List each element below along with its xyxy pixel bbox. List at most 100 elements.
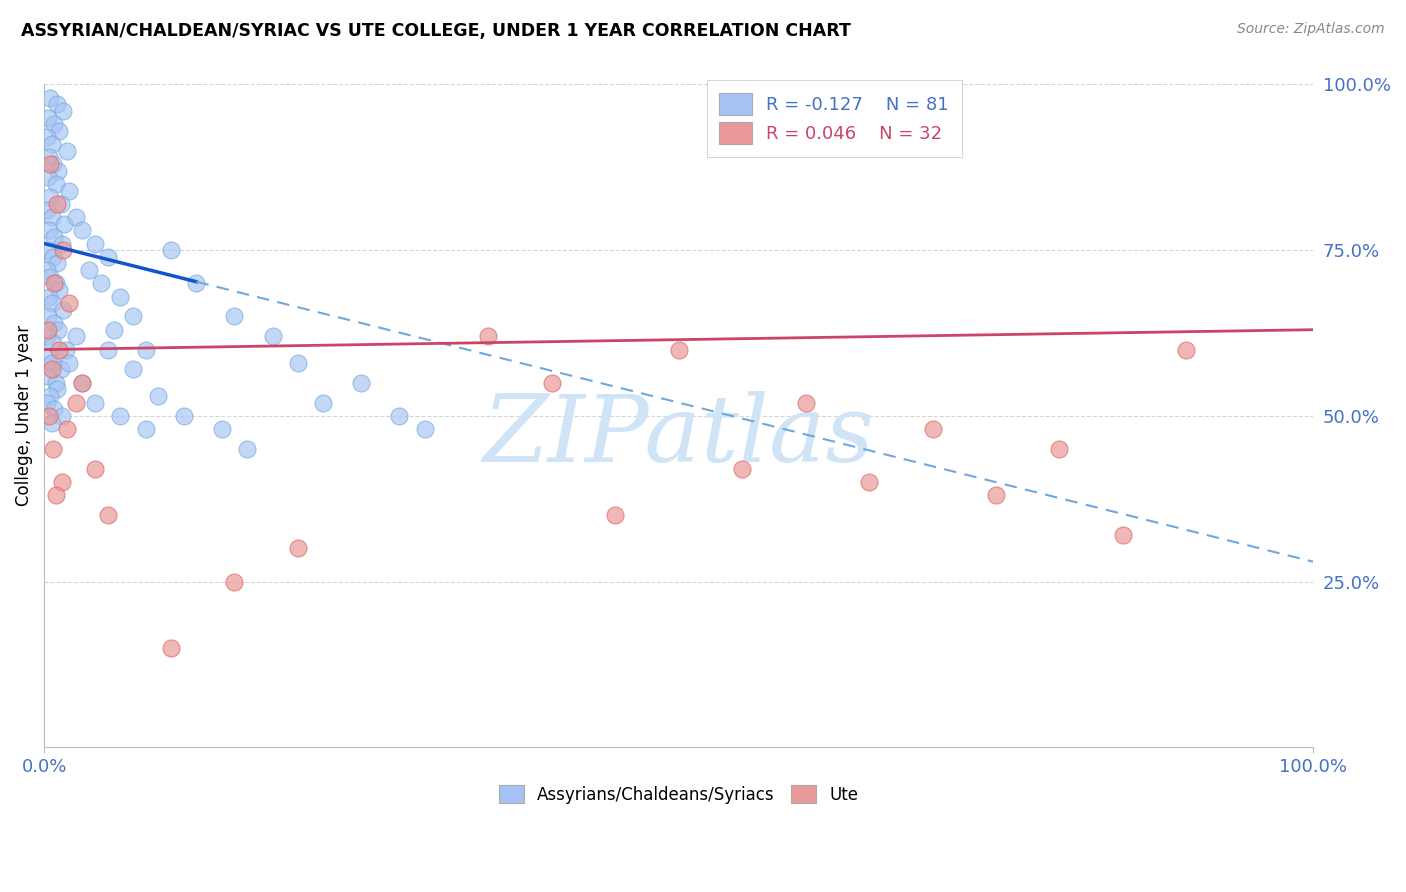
Point — [42, 442, 65, 456]
Point — [53, 217, 76, 231]
Point — [44, 402, 66, 417]
Point — [46, 163, 69, 178]
Point — [77, 263, 100, 277]
Point — [921, 422, 943, 436]
Point — [103, 323, 125, 337]
Point — [477, 329, 499, 343]
Point — [39, 91, 62, 105]
Point — [97, 508, 120, 523]
Point — [287, 541, 309, 556]
Point — [39, 157, 62, 171]
Point — [186, 277, 208, 291]
Point — [44, 177, 66, 191]
Point — [35, 203, 58, 218]
Point — [56, 422, 79, 436]
Point — [224, 310, 246, 324]
Point — [97, 250, 120, 264]
Point — [49, 196, 72, 211]
Point — [160, 243, 183, 257]
Point — [37, 243, 59, 257]
Point — [135, 422, 157, 436]
Point — [70, 376, 93, 390]
Point — [83, 236, 105, 251]
Point — [110, 409, 132, 423]
Point — [38, 349, 60, 363]
Point — [58, 356, 80, 370]
Point — [44, 316, 66, 330]
Point — [48, 343, 70, 357]
Point — [65, 329, 87, 343]
Point — [135, 343, 157, 357]
Point — [41, 137, 63, 152]
Point — [97, 343, 120, 357]
Point — [52, 103, 75, 118]
Point — [83, 462, 105, 476]
Point — [38, 289, 60, 303]
Point — [262, 329, 284, 343]
Point — [49, 362, 72, 376]
Point — [668, 343, 690, 357]
Point — [70, 376, 93, 390]
Point — [731, 462, 754, 476]
Point — [236, 442, 259, 456]
Point — [122, 310, 145, 324]
Point — [45, 196, 67, 211]
Point — [984, 488, 1007, 502]
Point — [160, 640, 183, 655]
Point — [70, 223, 93, 237]
Point — [42, 335, 65, 350]
Point — [1049, 442, 1071, 456]
Text: ASSYRIAN/CHALDEAN/SYRIAC VS UTE COLLEGE, UNDER 1 YEAR CORRELATION CHART: ASSYRIAN/CHALDEAN/SYRIAC VS UTE COLLEGE,… — [21, 22, 851, 40]
Text: ZIPatlas: ZIPatlas — [482, 391, 875, 481]
Point — [39, 389, 62, 403]
Point — [51, 475, 73, 490]
Point — [46, 323, 69, 337]
Point — [44, 277, 66, 291]
Point — [45, 383, 67, 397]
Point — [312, 395, 335, 409]
Point — [122, 362, 145, 376]
Point — [45, 97, 67, 112]
Point — [41, 356, 63, 370]
Point — [44, 277, 66, 291]
Point — [350, 376, 373, 390]
Point — [413, 422, 436, 436]
Point — [1175, 343, 1198, 357]
Legend: Assyrians/Chaldeans/Syriacs, Ute: Assyrians/Chaldeans/Syriacs, Ute — [491, 777, 868, 812]
Point — [44, 117, 66, 131]
Point — [37, 170, 59, 185]
Point — [858, 475, 880, 490]
Point — [48, 124, 70, 138]
Point — [35, 130, 58, 145]
Point — [388, 409, 411, 423]
Point — [90, 277, 112, 291]
Point — [287, 356, 309, 370]
Point — [52, 302, 75, 317]
Point — [58, 296, 80, 310]
Point — [35, 263, 58, 277]
Point — [110, 289, 132, 303]
Point — [41, 362, 63, 376]
Point — [45, 256, 67, 270]
Point — [38, 150, 60, 164]
Y-axis label: College, Under 1 year: College, Under 1 year — [15, 326, 32, 507]
Point — [39, 190, 62, 204]
Point — [37, 310, 59, 324]
Point — [211, 422, 233, 436]
Point — [51, 409, 73, 423]
Point — [56, 144, 79, 158]
Point — [65, 395, 87, 409]
Point — [52, 243, 75, 257]
Point — [39, 269, 62, 284]
Point — [173, 409, 195, 423]
Point — [35, 395, 58, 409]
Point — [44, 230, 66, 244]
Point — [605, 508, 627, 523]
Point — [44, 376, 66, 390]
Point — [35, 329, 58, 343]
Point — [38, 409, 60, 423]
Point — [41, 416, 63, 430]
Point — [37, 369, 59, 384]
Point — [83, 395, 105, 409]
Point — [224, 574, 246, 589]
